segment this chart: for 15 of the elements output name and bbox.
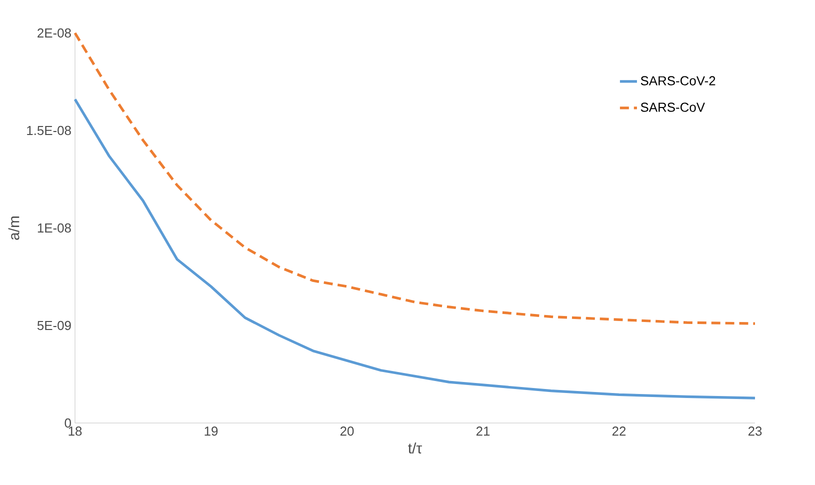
x-axis-title: t/τ <box>408 442 422 454</box>
x-tick-label: 23 <box>748 426 762 436</box>
legend-label: SARS-CoV-2 <box>640 76 716 86</box>
y-tick-label: 5E-09 <box>37 320 71 330</box>
x-tick-label: 19 <box>204 426 218 436</box>
y-tick-label: 1E-08 <box>38 223 71 233</box>
x-tick-label: 21 <box>476 426 490 436</box>
y-tick-label: 0 <box>64 418 71 428</box>
x-tick-label: 22 <box>612 426 626 436</box>
x-tick-label: 18 <box>68 426 82 436</box>
y-tick-label: 1.5E-08 <box>27 126 71 136</box>
x-tick-label: 20 <box>340 426 354 436</box>
y-axis-title: a/m <box>8 216 20 240</box>
legend-label: SARS-CoV <box>640 102 705 112</box>
y-tick-label: 2E-08 <box>38 28 71 38</box>
